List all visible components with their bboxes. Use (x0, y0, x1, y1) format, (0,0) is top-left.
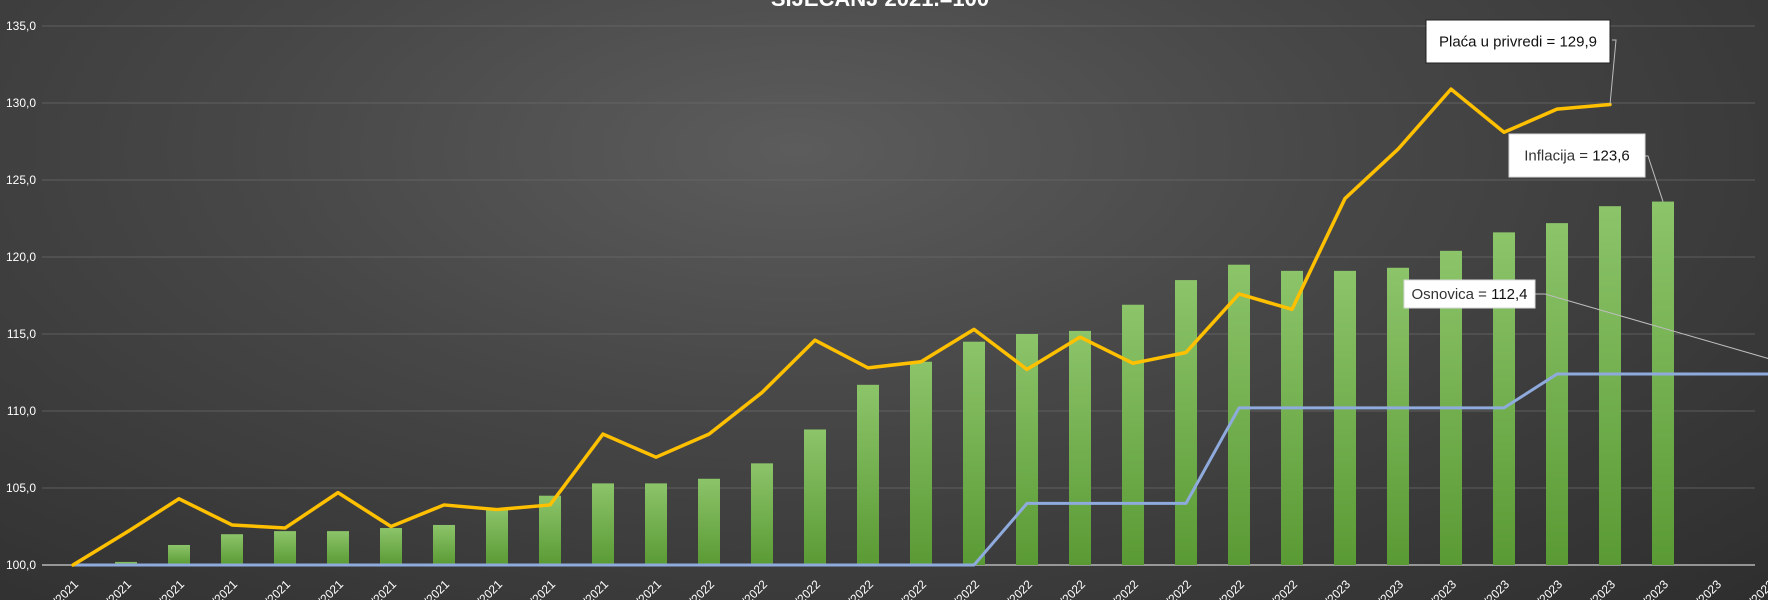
grid-layer (42, 25, 1755, 566)
x-tick-label: /2022 (1269, 577, 1300, 600)
bar-inflacija (1069, 330, 1091, 565)
callout-box (1425, 19, 1611, 64)
x-tick-label: /2023 (1693, 577, 1724, 600)
x-tick-label: /2022 (898, 577, 929, 600)
y-tick-label: 135,0 (6, 19, 36, 33)
bar-inflacija (645, 483, 667, 565)
bar-inflacija (380, 528, 402, 565)
bar-inflacija (1122, 304, 1144, 565)
y-tick-label: 110,0 (7, 404, 36, 418)
x-tick-label: /2021 (209, 577, 240, 600)
bar-inflacija (274, 531, 296, 565)
y-tick-label: 105,0 (6, 481, 36, 495)
callout-leader (1535, 293, 1768, 359)
x-tick-label: /2023 (1375, 577, 1406, 600)
x-tick-label: /2022 (951, 577, 982, 600)
callout-label: Plaća u privredi = 129,9 (1439, 34, 1597, 51)
bar-inflacija (857, 384, 879, 565)
x-tick-label: /2023 (1534, 577, 1565, 600)
bar-inflacija (1175, 280, 1197, 565)
line-pla-a-u-privredi (71, 87, 1612, 567)
x-tick-label: /2023 (1322, 577, 1353, 600)
x-tick-label: /2021 (50, 577, 81, 600)
bar-inflacija (1652, 201, 1674, 565)
x-tick-label: /2023 (1746, 577, 1768, 600)
bar-inflacija (1387, 267, 1409, 565)
bar-inflacija (1599, 206, 1621, 565)
x-tick-label: /2022 (1163, 577, 1194, 600)
x-tick-label: /2023 (1428, 577, 1459, 600)
y-tick-label: 120,0 (6, 250, 36, 264)
bar-inflacija (1016, 334, 1038, 565)
bar-inflacija (751, 463, 773, 565)
x-tick-label: /2021 (262, 577, 293, 600)
bar-inflacija (1228, 264, 1250, 565)
x-tick-label: /2021 (580, 577, 611, 600)
bars-layer (115, 201, 1674, 566)
x-tick-label: /2021 (527, 577, 558, 600)
bar-inflacija (1334, 270, 1356, 565)
bar-inflacija (327, 531, 349, 565)
callout-label: Inflacija = 123,6 (1524, 148, 1630, 165)
bar-inflacija (115, 561, 137, 565)
x-tick-label: /2021 (103, 577, 134, 600)
bar-inflacija (592, 483, 614, 565)
x-tick-label: /2023 (1481, 577, 1512, 600)
x-tick-label: /2022 (1110, 577, 1141, 600)
x-tick-label: /2022 (739, 577, 770, 600)
line-osnovica (71, 372, 1768, 567)
x-tick-label: /2023 (1640, 577, 1671, 600)
callout-leader (1609, 39, 1617, 105)
y-tick-label: 125,0 (6, 173, 36, 187)
x-tick-label: /2022 (792, 577, 823, 600)
chart-title: SIJEČANJ 2021.=100 (771, 0, 989, 11)
bar-inflacija (804, 429, 826, 565)
callout-layer: Plaća u privredi = 129,9 Inflacija = 123,… (1403, 19, 1768, 359)
bar-inflacija (168, 544, 190, 565)
x-tick-label: /2022 (686, 577, 717, 600)
x-tick-label: /2021 (368, 577, 399, 600)
callout-box (1403, 279, 1536, 309)
callout-leader (1644, 155, 1664, 202)
bar-inflacija (698, 478, 720, 565)
bar-inflacija (1493, 232, 1515, 566)
y-tick-label: 100,0 (6, 558, 36, 572)
bar-inflacija (433, 524, 455, 565)
x-tick-label: /2021 (421, 577, 452, 600)
x-tick-label: /2021 (315, 577, 346, 600)
x-tick-label: /2023 (1587, 577, 1618, 600)
x-tick-label: /2022 (1216, 577, 1247, 600)
callout-label: Osnovica = 112,4 (1411, 286, 1527, 303)
bar-inflacija (221, 534, 243, 565)
y-tick-label: 130,0 (6, 96, 36, 110)
x-tick-label: /2021 (633, 577, 664, 600)
bar-inflacija (910, 361, 932, 565)
bar-inflacija (486, 508, 508, 565)
x-tick-label: /2021 (474, 577, 505, 600)
x-tick-label: /2021 (156, 577, 187, 600)
x-tick-label: /2022 (845, 577, 876, 600)
bar-inflacija (1281, 270, 1303, 565)
bar-inflacija (1546, 223, 1568, 565)
y-tick-label: 115,0 (7, 327, 36, 341)
bar-inflacija (963, 341, 985, 565)
ticks-layer: 100,0 105,0 110,0 115,0 120,0 125,0 130,0 135,0… (6, 19, 1768, 600)
callout-box (1508, 133, 1646, 178)
x-tick-label: /2022 (1004, 577, 1035, 600)
x-tick-label: /2022 (1057, 577, 1088, 600)
bar-inflacija (539, 495, 561, 565)
lines-layer (71, 87, 1768, 567)
